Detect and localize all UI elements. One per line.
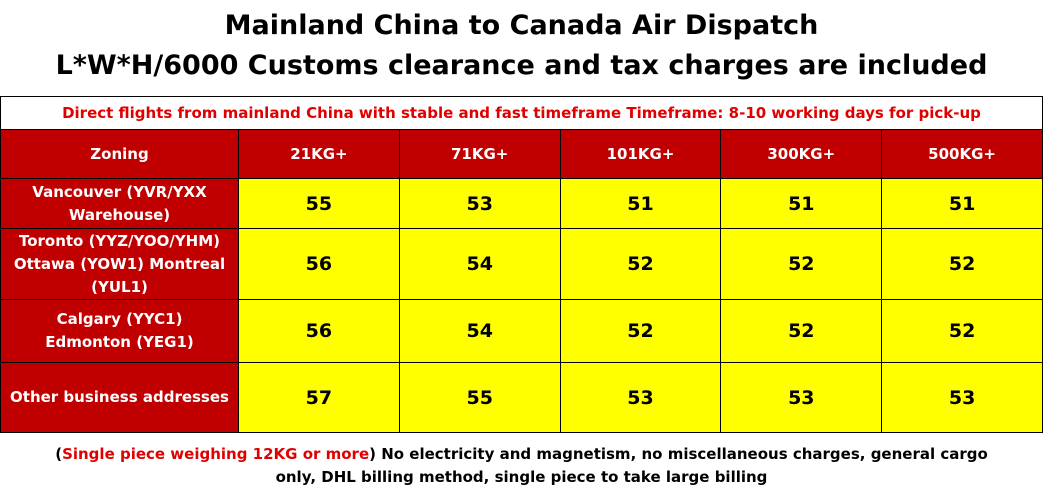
price-cell: 53 (881, 362, 1043, 433)
price-cell: 56 (238, 299, 400, 363)
footer-text: Single piece weighing 12KG or more (62, 445, 370, 463)
footer: (Single piece weighing 12KG or more) No … (0, 433, 1043, 489)
footer-text: ( (55, 445, 63, 463)
zone-cell: Vancouver (YVR/YXX Warehouse) (0, 178, 239, 229)
price-cell: 54 (398, 299, 561, 363)
subtitle: L*W*H/6000 Customs clearance and tax cha… (55, 50, 988, 81)
column-header: 300KG+ (720, 129, 883, 179)
row: Toronto (YYZ/YOO/YHM) Ottawa (YOW1) Montr… (0, 228, 1043, 300)
zone-cell: Other business addresses (0, 362, 239, 433)
notice: Direct flights from mainland China with … (0, 96, 1043, 130)
price-cell: 51 (559, 178, 722, 229)
header-row: Zoning 21KG+ 71KG+ 101KG+ 300KG+ 500KG+ (0, 129, 1043, 179)
row: Other business addresses 57 55 53 53 53 (0, 362, 1043, 433)
zone-line: Warehouse) (68, 205, 171, 224)
column-header: 101KG+ (559, 129, 722, 179)
zone-line: Toronto (YYZ/YOO/YHM) (18, 231, 221, 250)
zone-line: Ottawa (YOW1) Montreal (13, 254, 226, 273)
row: Vancouver (YVR/YXX Warehouse) 55 53 51 51 51 (0, 178, 1043, 229)
title: Mainland China to Canada Air Dispatch (224, 10, 819, 41)
price-cell: 52 (881, 228, 1043, 300)
price-cell: 53 (398, 178, 561, 229)
price-table: Direct flights from mainland China with … (0, 96, 1043, 433)
column-header: 500KG+ (881, 129, 1043, 179)
footer-text: ) No electricity and magnetism, no misce… (275, 445, 988, 486)
zone-cell: Toronto (YYZ/YOO/YHM) Ottawa (YOW1) Montr… (0, 228, 239, 300)
zone-cell: Calgary (YYC1) Edmonton (YEG1) (0, 299, 239, 363)
header: Mainland China to Canada Air Dispatch L*… (0, 0, 1043, 96)
price-cell: 52 (559, 228, 722, 300)
price-cell: 52 (720, 299, 883, 363)
price-cell: 56 (238, 228, 400, 300)
price-cell: 52 (881, 299, 1043, 363)
column-header: 21KG+ (238, 129, 400, 179)
price-cell: 52 (720, 228, 883, 300)
price-cell: 55 (398, 362, 561, 433)
zone-line: (YUL1) (91, 277, 148, 296)
price-cell: 52 (559, 299, 722, 363)
zone-line: Calgary (YYC1) (56, 310, 183, 328)
column-header: Zoning (0, 129, 239, 179)
zone-line: Vancouver (YVR/YXX (32, 182, 207, 201)
price-cell: 55 (238, 178, 400, 229)
price-cell: 57 (238, 362, 400, 433)
price-cell: 54 (398, 228, 561, 300)
row: Calgary (YYC1) Edmonton (YEG1) 56 54 52 52 52 (0, 299, 1043, 363)
zone-line: Other business addresses (10, 388, 229, 406)
price-cell: 53 (559, 362, 722, 433)
price-cell: 53 (720, 362, 883, 433)
zone-line: Edmonton (YEG1) (45, 333, 194, 351)
price-cell: 51 (881, 178, 1043, 229)
price-cell: 51 (720, 178, 883, 229)
column-header: 71KG+ (398, 129, 561, 179)
